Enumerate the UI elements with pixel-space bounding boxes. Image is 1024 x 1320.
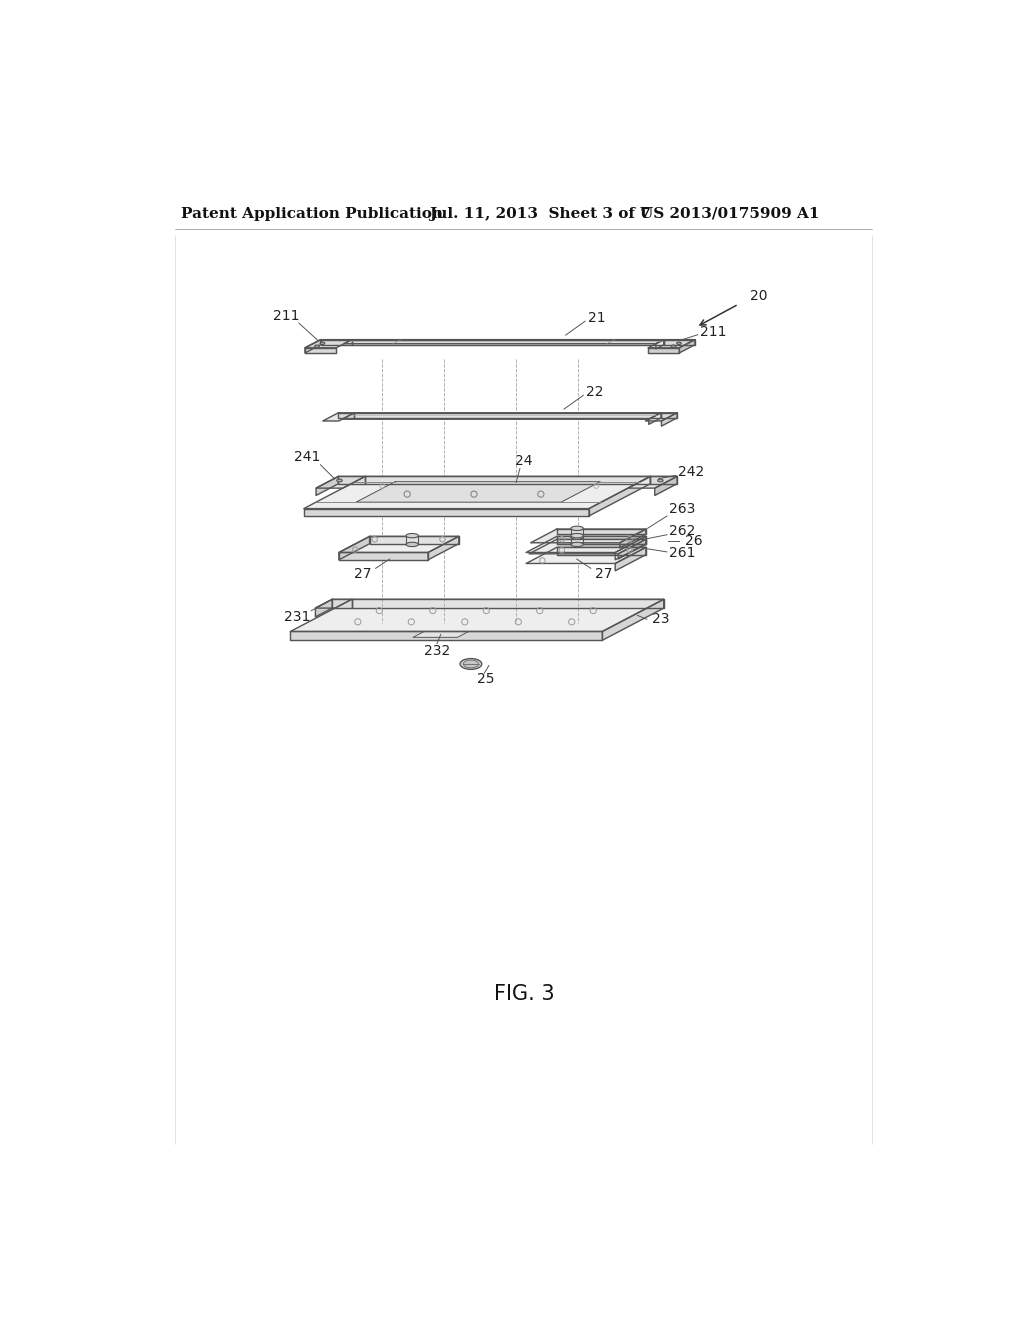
Polygon shape bbox=[291, 631, 602, 640]
Text: 20: 20 bbox=[751, 289, 768, 304]
Polygon shape bbox=[305, 347, 336, 352]
Polygon shape bbox=[339, 553, 428, 560]
Polygon shape bbox=[370, 536, 459, 544]
Ellipse shape bbox=[570, 543, 584, 546]
Polygon shape bbox=[291, 599, 664, 631]
Polygon shape bbox=[650, 477, 677, 483]
Ellipse shape bbox=[406, 543, 419, 546]
Text: 232: 232 bbox=[424, 644, 450, 659]
Polygon shape bbox=[654, 477, 677, 495]
Polygon shape bbox=[628, 477, 677, 488]
Polygon shape bbox=[339, 536, 459, 553]
Polygon shape bbox=[428, 536, 459, 560]
Polygon shape bbox=[338, 477, 366, 483]
Ellipse shape bbox=[570, 527, 584, 531]
Polygon shape bbox=[352, 339, 664, 345]
Ellipse shape bbox=[321, 342, 325, 345]
Text: 22: 22 bbox=[587, 385, 604, 399]
Polygon shape bbox=[316, 477, 366, 488]
Polygon shape bbox=[557, 540, 646, 544]
Polygon shape bbox=[305, 339, 321, 352]
Polygon shape bbox=[620, 529, 646, 548]
Polygon shape bbox=[305, 339, 352, 347]
Polygon shape bbox=[557, 536, 646, 544]
Ellipse shape bbox=[570, 533, 584, 537]
Polygon shape bbox=[315, 599, 352, 609]
Ellipse shape bbox=[570, 535, 584, 540]
Text: 242: 242 bbox=[678, 466, 705, 479]
Polygon shape bbox=[679, 339, 695, 352]
Polygon shape bbox=[352, 599, 664, 609]
Polygon shape bbox=[354, 413, 662, 418]
Ellipse shape bbox=[460, 659, 481, 669]
Text: 25: 25 bbox=[477, 672, 495, 686]
Ellipse shape bbox=[657, 479, 664, 482]
Polygon shape bbox=[645, 413, 677, 421]
Polygon shape bbox=[615, 548, 646, 570]
Polygon shape bbox=[529, 540, 646, 554]
Polygon shape bbox=[648, 347, 679, 352]
Polygon shape bbox=[648, 339, 695, 347]
Polygon shape bbox=[316, 477, 338, 495]
Text: 263: 263 bbox=[670, 502, 695, 516]
Polygon shape bbox=[589, 477, 650, 516]
Text: Jul. 11, 2013  Sheet 3 of 7: Jul. 11, 2013 Sheet 3 of 7 bbox=[429, 207, 650, 220]
Polygon shape bbox=[342, 413, 662, 420]
Polygon shape bbox=[526, 536, 646, 553]
Text: 26: 26 bbox=[685, 533, 702, 548]
Polygon shape bbox=[339, 536, 370, 560]
Polygon shape bbox=[557, 529, 646, 535]
Polygon shape bbox=[315, 599, 332, 616]
Polygon shape bbox=[618, 540, 646, 558]
Ellipse shape bbox=[671, 345, 676, 347]
Polygon shape bbox=[321, 339, 352, 345]
Polygon shape bbox=[338, 413, 354, 418]
Text: 24: 24 bbox=[515, 454, 532, 467]
Text: 27: 27 bbox=[595, 568, 612, 582]
Polygon shape bbox=[304, 508, 589, 516]
Polygon shape bbox=[344, 339, 664, 343]
Polygon shape bbox=[662, 413, 677, 426]
Polygon shape bbox=[656, 339, 664, 348]
Polygon shape bbox=[615, 536, 646, 560]
Text: FIG. 3: FIG. 3 bbox=[495, 983, 555, 1003]
Ellipse shape bbox=[314, 345, 319, 347]
Text: 27: 27 bbox=[353, 568, 372, 582]
Polygon shape bbox=[332, 599, 352, 609]
Polygon shape bbox=[664, 339, 695, 345]
Polygon shape bbox=[366, 477, 650, 483]
Text: 23: 23 bbox=[652, 612, 670, 626]
Text: 261: 261 bbox=[670, 545, 695, 560]
Polygon shape bbox=[526, 548, 646, 564]
Text: 231: 231 bbox=[284, 610, 310, 624]
Text: Patent Application Publication: Patent Application Publication bbox=[180, 207, 442, 220]
Polygon shape bbox=[649, 413, 662, 424]
Ellipse shape bbox=[406, 533, 419, 537]
Polygon shape bbox=[557, 548, 646, 554]
Text: 211: 211 bbox=[272, 309, 299, 323]
Ellipse shape bbox=[337, 479, 342, 482]
Polygon shape bbox=[530, 529, 646, 543]
Text: 211: 211 bbox=[700, 325, 727, 339]
Text: 241: 241 bbox=[294, 450, 321, 465]
Polygon shape bbox=[662, 413, 677, 418]
Polygon shape bbox=[304, 477, 650, 508]
Ellipse shape bbox=[677, 342, 681, 345]
Ellipse shape bbox=[463, 660, 478, 668]
Polygon shape bbox=[356, 482, 600, 502]
Text: US 2013/0175909 A1: US 2013/0175909 A1 bbox=[640, 207, 819, 220]
Polygon shape bbox=[413, 631, 469, 638]
Polygon shape bbox=[323, 413, 354, 421]
Polygon shape bbox=[602, 599, 664, 640]
Text: 21: 21 bbox=[588, 312, 605, 325]
Text: 262: 262 bbox=[670, 524, 695, 537]
